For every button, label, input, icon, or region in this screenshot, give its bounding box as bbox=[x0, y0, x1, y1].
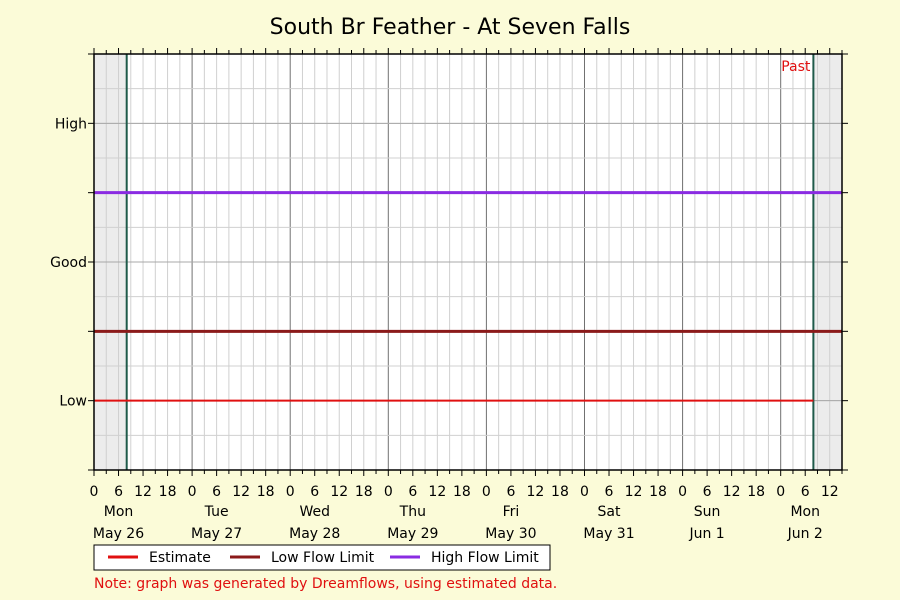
legend: Estimate Low Flow Limit High Flow Limit bbox=[93, 544, 551, 571]
axes: 0 6 12 18 0 6 12 18 0 6 12 18 0 6 12 18 0 6 12 18 0 6 12 18 0 6 12… bbox=[50, 48, 848, 542]
x-tick-label: 0 bbox=[776, 484, 785, 500]
x-tick-label: 0 bbox=[678, 484, 687, 500]
y-tick-label: High bbox=[55, 116, 87, 132]
legend-box bbox=[93, 544, 551, 571]
legend-label: High Flow Limit bbox=[431, 550, 539, 566]
x-tick-label: 0 bbox=[286, 484, 295, 500]
day-date-label: May 31 bbox=[583, 526, 634, 542]
x-tick-label: 18 bbox=[257, 484, 275, 500]
day-weekday-label: Tue bbox=[204, 504, 229, 520]
x-tick-label: 6 bbox=[801, 484, 810, 500]
x-tick-label: 0 bbox=[188, 484, 197, 500]
day-date-label: Jun 2 bbox=[787, 526, 823, 542]
x-tick-label: 0 bbox=[482, 484, 491, 500]
x-tick-label: 18 bbox=[453, 484, 471, 500]
x-tick-label: 18 bbox=[551, 484, 569, 500]
day-weekday-label: Mon bbox=[104, 504, 134, 520]
x-tick-label: 12 bbox=[723, 484, 741, 500]
legend-label: Estimate bbox=[149, 550, 211, 566]
x-tick-label: 6 bbox=[605, 484, 614, 500]
x-tick-label: 18 bbox=[649, 484, 667, 500]
x-tick-label: 12 bbox=[428, 484, 446, 500]
x-tick-label: 6 bbox=[506, 484, 515, 500]
x-tick-label: 18 bbox=[355, 484, 373, 500]
day-weekday-label: Wed bbox=[299, 504, 330, 520]
past-label: Past bbox=[781, 59, 811, 75]
x-tick-label: 12 bbox=[134, 484, 152, 500]
day-weekday-label: Thu bbox=[399, 504, 426, 520]
day-date-label: May 26 bbox=[93, 526, 144, 542]
plot-area: Past bbox=[93, 54, 843, 470]
x-tick-label: 12 bbox=[625, 484, 643, 500]
y-tick-label: Good bbox=[50, 255, 87, 271]
y-tick-label: Low bbox=[59, 394, 87, 410]
x-tick-label: 18 bbox=[159, 484, 177, 500]
day-weekday-label: Fri bbox=[503, 504, 520, 520]
day-date-label: May 28 bbox=[289, 526, 340, 542]
footnote: Note: graph was generated by Dreamflows,… bbox=[94, 576, 557, 592]
chart-title: South Br Feather - At Seven Falls bbox=[270, 15, 631, 40]
legend-label: Low Flow Limit bbox=[271, 550, 375, 566]
day-weekday-label: Sat bbox=[598, 504, 621, 520]
day-weekday-label: Sun bbox=[694, 504, 721, 520]
x-tick-label: 12 bbox=[232, 484, 250, 500]
day-date-label: May 29 bbox=[387, 526, 438, 542]
day-date-label: Jun 1 bbox=[688, 526, 724, 542]
x-tick-label: 0 bbox=[580, 484, 589, 500]
x-tick-label: 12 bbox=[821, 484, 839, 500]
x-tick-label: 12 bbox=[330, 484, 348, 500]
x-tick-label: 6 bbox=[212, 484, 221, 500]
x-tick-label: 6 bbox=[114, 484, 123, 500]
x-tick-label: 12 bbox=[527, 484, 545, 500]
x-tick-label: 6 bbox=[408, 484, 417, 500]
x-tick-label: 6 bbox=[703, 484, 712, 500]
day-date-label: May 30 bbox=[485, 526, 536, 542]
day-date-label: May 27 bbox=[191, 526, 242, 542]
day-weekday-label: Mon bbox=[790, 504, 820, 520]
x-tick-label: 18 bbox=[747, 484, 765, 500]
x-tick-label: 6 bbox=[310, 484, 319, 500]
x-tick-label: 0 bbox=[384, 484, 393, 500]
x-tick-label: 0 bbox=[90, 484, 99, 500]
